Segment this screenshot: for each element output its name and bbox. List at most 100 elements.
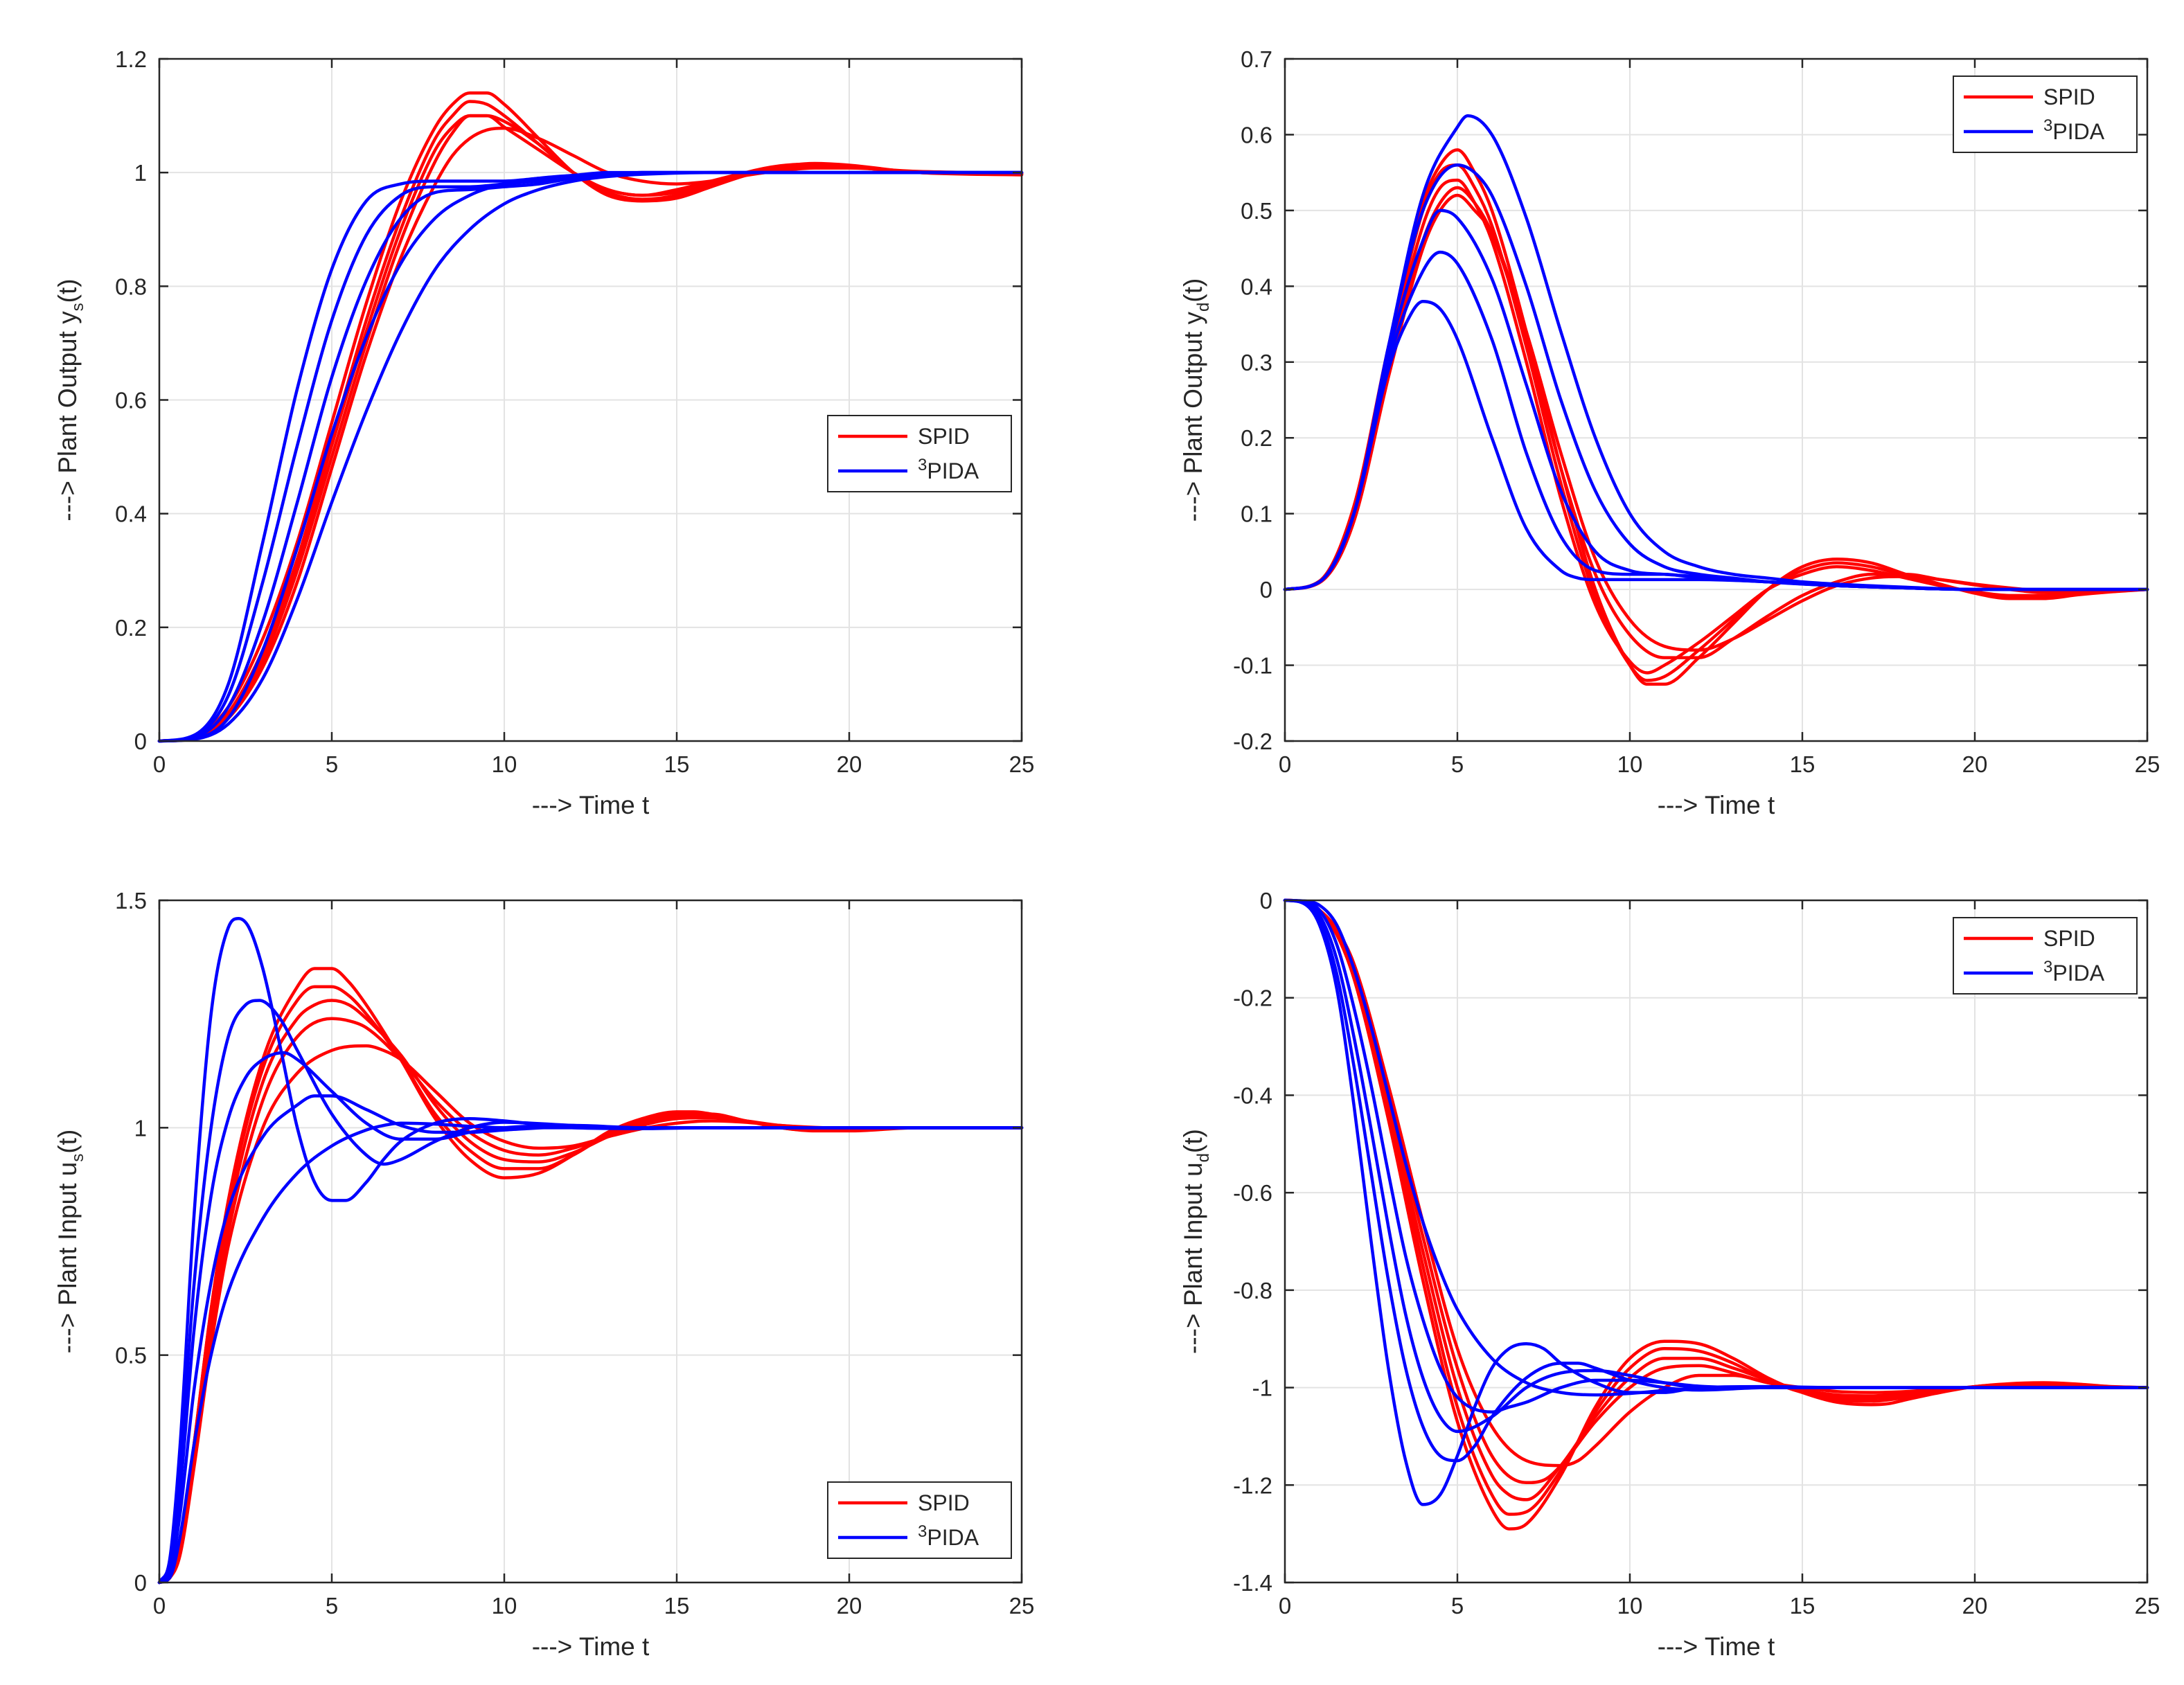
y-axis-label-main: ---> Plant Input u xyxy=(53,1162,82,1354)
legend-label-spid: SPID xyxy=(918,424,970,449)
legend-box xyxy=(827,415,1012,492)
series-line-spid xyxy=(157,91,1024,743)
x-tick-label: 10 xyxy=(492,1593,517,1619)
y-tick-label: -0.1 xyxy=(1233,653,1272,679)
x-axis-label: ---> Time t xyxy=(532,1632,650,1661)
x-tick-label: 5 xyxy=(326,1593,338,1619)
y-tick-label: 0.2 xyxy=(115,615,147,641)
y-axis-label: ---> Plant Input ud(t) xyxy=(1179,1129,1213,1354)
y-axis-label-tail: (t) xyxy=(53,278,82,303)
y-tick-label: 0 xyxy=(134,1570,147,1596)
y-tick-label: 0 xyxy=(134,729,147,754)
ticks xyxy=(158,899,1023,1584)
series-line-pida xyxy=(157,1121,1024,1585)
y-axis-label-tail: (t) xyxy=(1179,1129,1207,1153)
y-tick-label: 0 xyxy=(1260,888,1272,913)
series-group xyxy=(1283,114,2149,686)
series-group xyxy=(1283,898,2149,1531)
x-axis-label: ---> Time t xyxy=(1658,1632,1775,1661)
y-axis-label-subscript: s xyxy=(69,303,87,311)
x-tick-label: 5 xyxy=(326,751,338,777)
y-axis-label: ---> Plant Input us(t) xyxy=(53,1130,87,1354)
legend-label-text: SPID xyxy=(918,424,970,449)
y-axis-label: ---> Plant Output ys(t) xyxy=(53,278,87,521)
x-tick-label: 10 xyxy=(492,751,517,777)
y-axis-label-subscript: d xyxy=(1194,1153,1213,1162)
y-tick-label: 0.3 xyxy=(1241,350,1272,375)
x-tick-label: 0 xyxy=(1279,751,1291,777)
legend-label-text: PIDA xyxy=(2052,119,2104,144)
y-axis-label-subscript: s xyxy=(69,1154,87,1162)
y-tick-label: 0 xyxy=(1260,577,1272,603)
series-group xyxy=(157,91,1024,743)
chart-ys: 0 5 10 15 20 25 0 0.2 0.4 0.6 0.8 1 1.2 ---> Time t --… xyxy=(53,46,1034,819)
ticks xyxy=(1284,57,2149,742)
x-tick-label: 5 xyxy=(1451,1593,1464,1619)
legend: SPID 3PIDA xyxy=(827,1481,1012,1559)
x-axis-label: ---> Time t xyxy=(1658,791,1775,819)
series-line-spid xyxy=(157,114,1024,743)
x-tick-label: 25 xyxy=(2135,1593,2160,1619)
y-tick-label: 0.5 xyxy=(115,1343,147,1368)
axes-box xyxy=(1284,57,2149,742)
chart-us: 0 5 10 15 20 25 0 0.5 1 1.5 ---> Time t ---> Plant … xyxy=(53,888,1034,1661)
legend-label-pida: 3PIDA xyxy=(918,1522,979,1550)
y-tick-label: -0.8 xyxy=(1233,1278,1272,1303)
legend: SPID 3PIDA xyxy=(1953,917,2138,995)
series-line-spid xyxy=(157,126,1024,743)
legend-label-text: PIDA xyxy=(927,458,979,483)
legend-superscript: 3 xyxy=(2043,116,2052,135)
legend-box xyxy=(827,1481,1012,1559)
x-tick-label: 25 xyxy=(2135,751,2160,777)
series-group xyxy=(157,917,1024,1585)
series-line-pida xyxy=(1283,898,2149,1397)
x-tick-label: 15 xyxy=(664,751,690,777)
legend-label-pida: 3PIDA xyxy=(918,456,979,483)
y-tick-label: 1 xyxy=(134,1115,147,1141)
legend-label-text: SPID xyxy=(918,1490,970,1515)
legend-label-pida: 3PIDA xyxy=(2043,958,2105,986)
y-tick-label: 1.5 xyxy=(115,888,147,913)
x-tick-label: 15 xyxy=(664,1593,690,1619)
x-tick-label: 15 xyxy=(1790,751,1815,777)
y-tick-label: -0.2 xyxy=(1233,729,1272,754)
y-tick-label: -0.2 xyxy=(1233,986,1272,1011)
series-line-spid xyxy=(1283,898,2149,1468)
x-tick-label: 25 xyxy=(1009,751,1035,777)
x-tick-label: 20 xyxy=(1962,1593,1988,1619)
series-line-pida xyxy=(157,170,1024,743)
y-tick-label: -0.6 xyxy=(1233,1180,1272,1206)
y-axis-label-main: ---> Plant Output y xyxy=(53,311,82,521)
legend: SPID 3PIDA xyxy=(827,415,1012,492)
y-axis-label-tail: (t) xyxy=(1179,278,1207,303)
x-tick-label: 0 xyxy=(153,1593,166,1619)
y-tick-label: 0.6 xyxy=(1241,122,1272,148)
x-tick-label: 10 xyxy=(1617,751,1643,777)
legend-label-spid: SPID xyxy=(2043,84,2095,109)
x-tick-label: 15 xyxy=(1790,1593,1815,1619)
legend-label-text: PIDA xyxy=(2052,961,2104,986)
legend-label-text: PIDA xyxy=(927,1525,979,1550)
x-tick-label: 20 xyxy=(837,751,862,777)
chart-yd: 0 5 10 15 20 25 -0.2 -0.1 0 0.1 0.2 0.3 0.4 0.5 0.6 0.7… xyxy=(1179,46,2160,819)
legend: SPID 3PIDA xyxy=(1953,75,2138,153)
y-tick-label: 1.2 xyxy=(115,46,147,72)
y-tick-label: 0.6 xyxy=(115,388,147,413)
legend-superscript: 3 xyxy=(918,1522,927,1541)
legend-label-pida: 3PIDA xyxy=(2043,116,2105,144)
y-axis-label-subscript: d xyxy=(1194,303,1213,312)
x-tick-label: 20 xyxy=(1962,751,1988,777)
legend-box xyxy=(1953,75,2138,153)
y-tick-label: 0.1 xyxy=(1241,501,1272,527)
y-tick-label: -0.4 xyxy=(1233,1082,1272,1108)
series-line-spid xyxy=(1283,193,2149,652)
chart-ud: 0 5 10 15 20 25 -1.4 -1.2 -1 -0.8 -0.6 -0.4 -0.2 0 ---… xyxy=(1179,888,2160,1661)
y-axis-label-main: ---> Plant Input u xyxy=(1179,1162,1207,1354)
ticks xyxy=(1284,899,2149,1584)
axes-box xyxy=(158,899,1023,1584)
y-axis-label: ---> Plant Output yd(t) xyxy=(1179,278,1213,522)
y-tick-label: 0.4 xyxy=(115,501,147,527)
legend-superscript: 3 xyxy=(918,456,927,474)
series-line-pida xyxy=(1283,114,2149,591)
